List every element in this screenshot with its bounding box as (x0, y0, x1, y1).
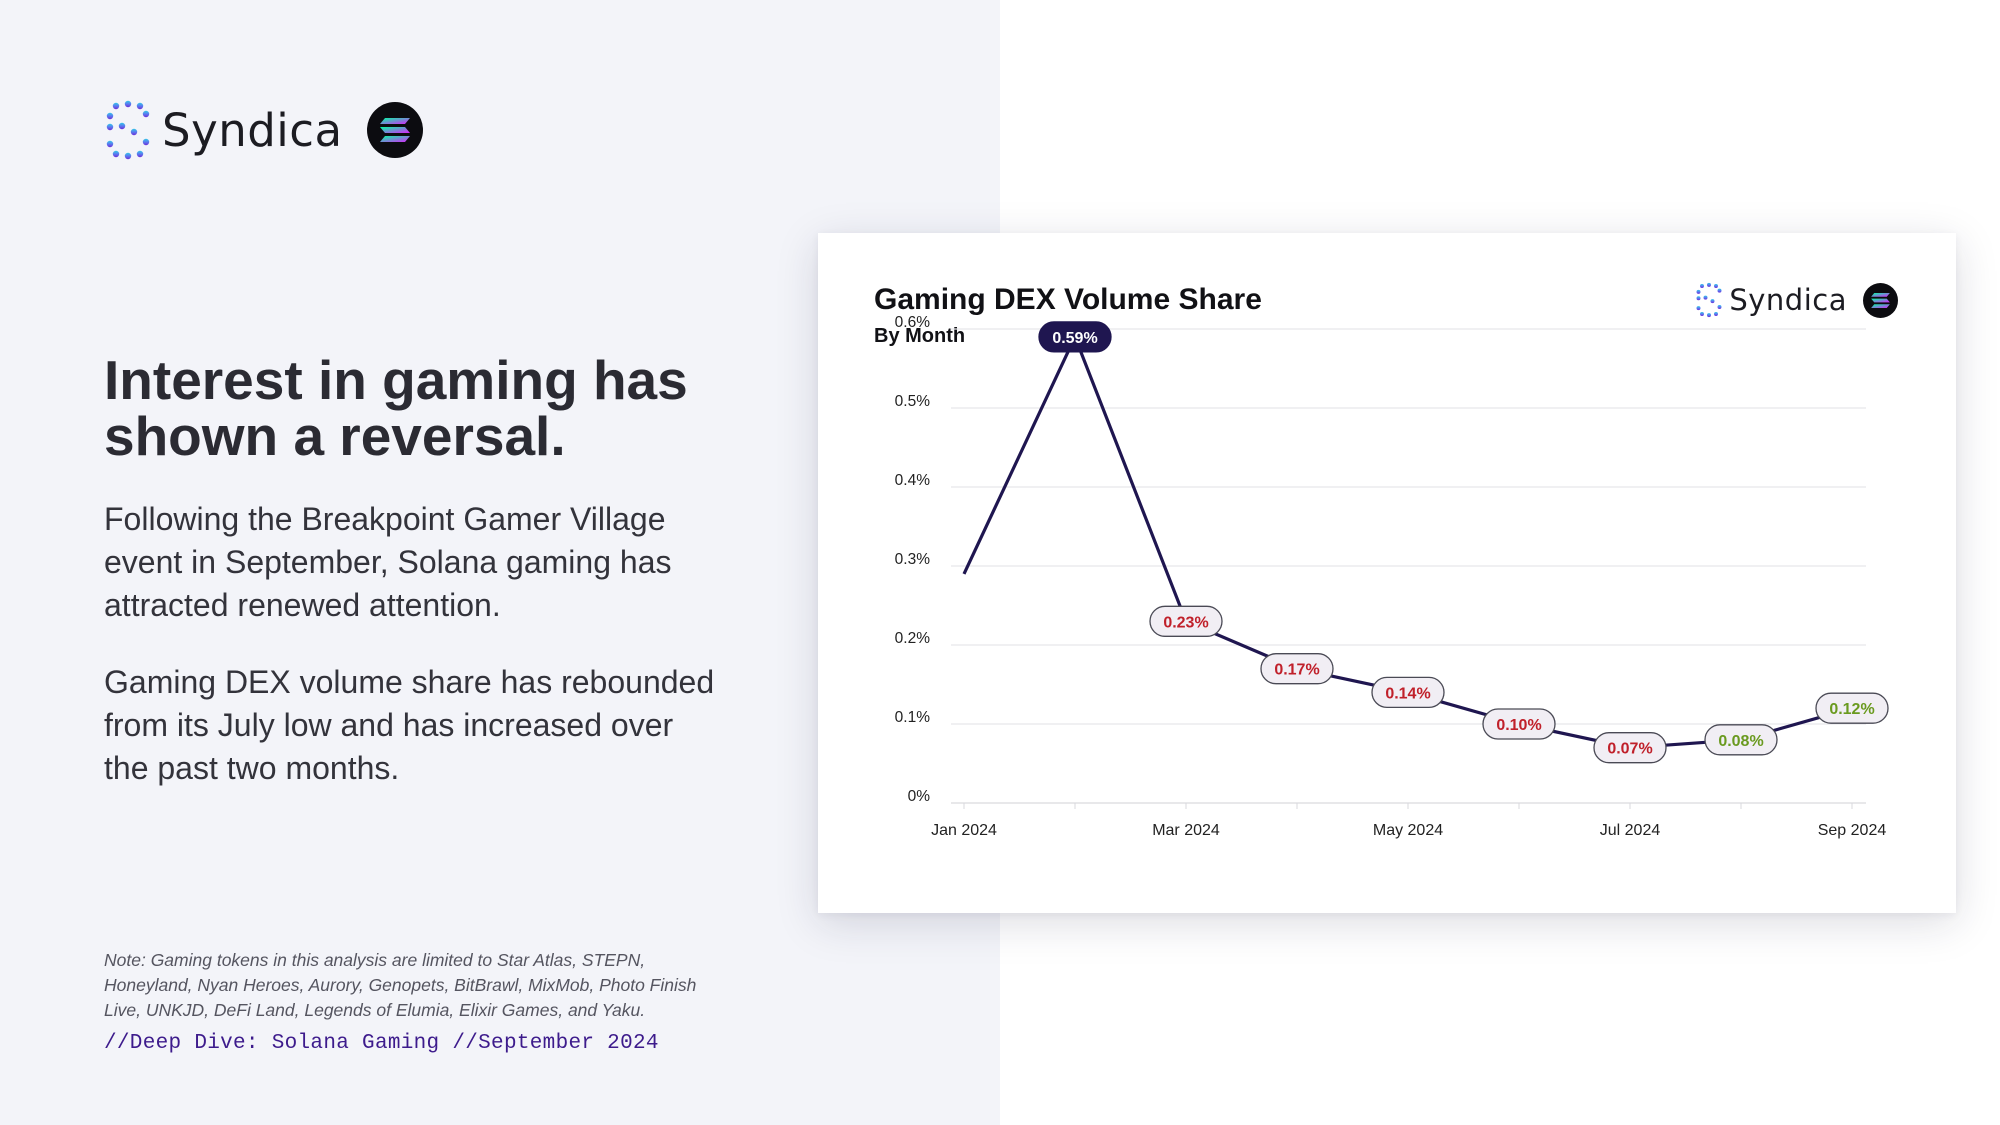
data-label: 0.07% (1607, 741, 1652, 758)
y-tick-label: 0.1% (895, 709, 931, 726)
y-tick-label: 0.4% (895, 472, 931, 489)
x-tick-label: Jul 2024 (1600, 822, 1661, 839)
x-tick-label: Sep 2024 (1818, 822, 1887, 839)
y-tick-label: 0.2% (895, 630, 931, 647)
body-paragraph-1: Following the Breakpoint Gamer Village e… (104, 501, 672, 623)
chart-subtitle: By Month (874, 325, 966, 347)
footnote: Note: Gaming tokens in this analysis are… (104, 950, 697, 1020)
data-label-bg (1149, 605, 1223, 637)
x-tick-label: Jan 2024 (931, 822, 997, 839)
headline: Interest in gaming has shown a reversal. (104, 349, 688, 467)
x-tick-label: May 2024 (1373, 822, 1443, 839)
chart-brand: Syndica (1695, 281, 1898, 319)
y-tick-label: 0.5% (895, 393, 931, 410)
data-label-bg (1038, 321, 1112, 353)
data-label: 0.14% (1385, 685, 1430, 702)
data-label-bg (1482, 708, 1556, 740)
data-label-bg (1704, 724, 1778, 756)
y-tick-label: 0% (908, 788, 931, 805)
data-label: 0.10% (1496, 717, 1541, 734)
data-label: 0.08% (1718, 733, 1763, 750)
brand-header: Syndica (104, 100, 423, 160)
data-label: 0.17% (1274, 662, 1319, 679)
chart-card: Gaming DEX Volume Share By Month Syndica (818, 233, 1956, 913)
data-label: 0.23% (1163, 614, 1208, 631)
footer-tag: //Deep Dive: Solana Gaming //September 2… (104, 1032, 659, 1055)
data-label-bg (1260, 653, 1334, 685)
data-label-bg (1815, 692, 1889, 724)
line-chart: 0% 0.1% 0.2% 0.3% 0.4% 0.5% 0.6% Jan 2024 Mar 20… (895, 314, 1889, 839)
solana-icon (1863, 282, 1898, 318)
chart-brand-name: Syndica (1729, 283, 1847, 317)
y-tick-label: 0.3% (895, 551, 931, 568)
data-label-bg (1371, 676, 1445, 709)
chart-title: Gaming DEX Volume Share (874, 283, 1262, 316)
syndica-dots-icon (1696, 282, 1722, 318)
brand-name: Syndica (162, 103, 343, 157)
y-tick-label: 0.6% (895, 314, 931, 331)
solana-icon (366, 102, 423, 158)
x-tick-label: Mar 2024 (1152, 822, 1220, 839)
data-label-bg (1593, 732, 1667, 764)
data-label: 0.59% (1052, 330, 1097, 347)
body-paragraph-2: Gaming DEX volume share has rebounded fr… (104, 664, 715, 786)
data-label: 0.12% (1829, 701, 1874, 718)
syndica-dots-icon (106, 100, 150, 160)
